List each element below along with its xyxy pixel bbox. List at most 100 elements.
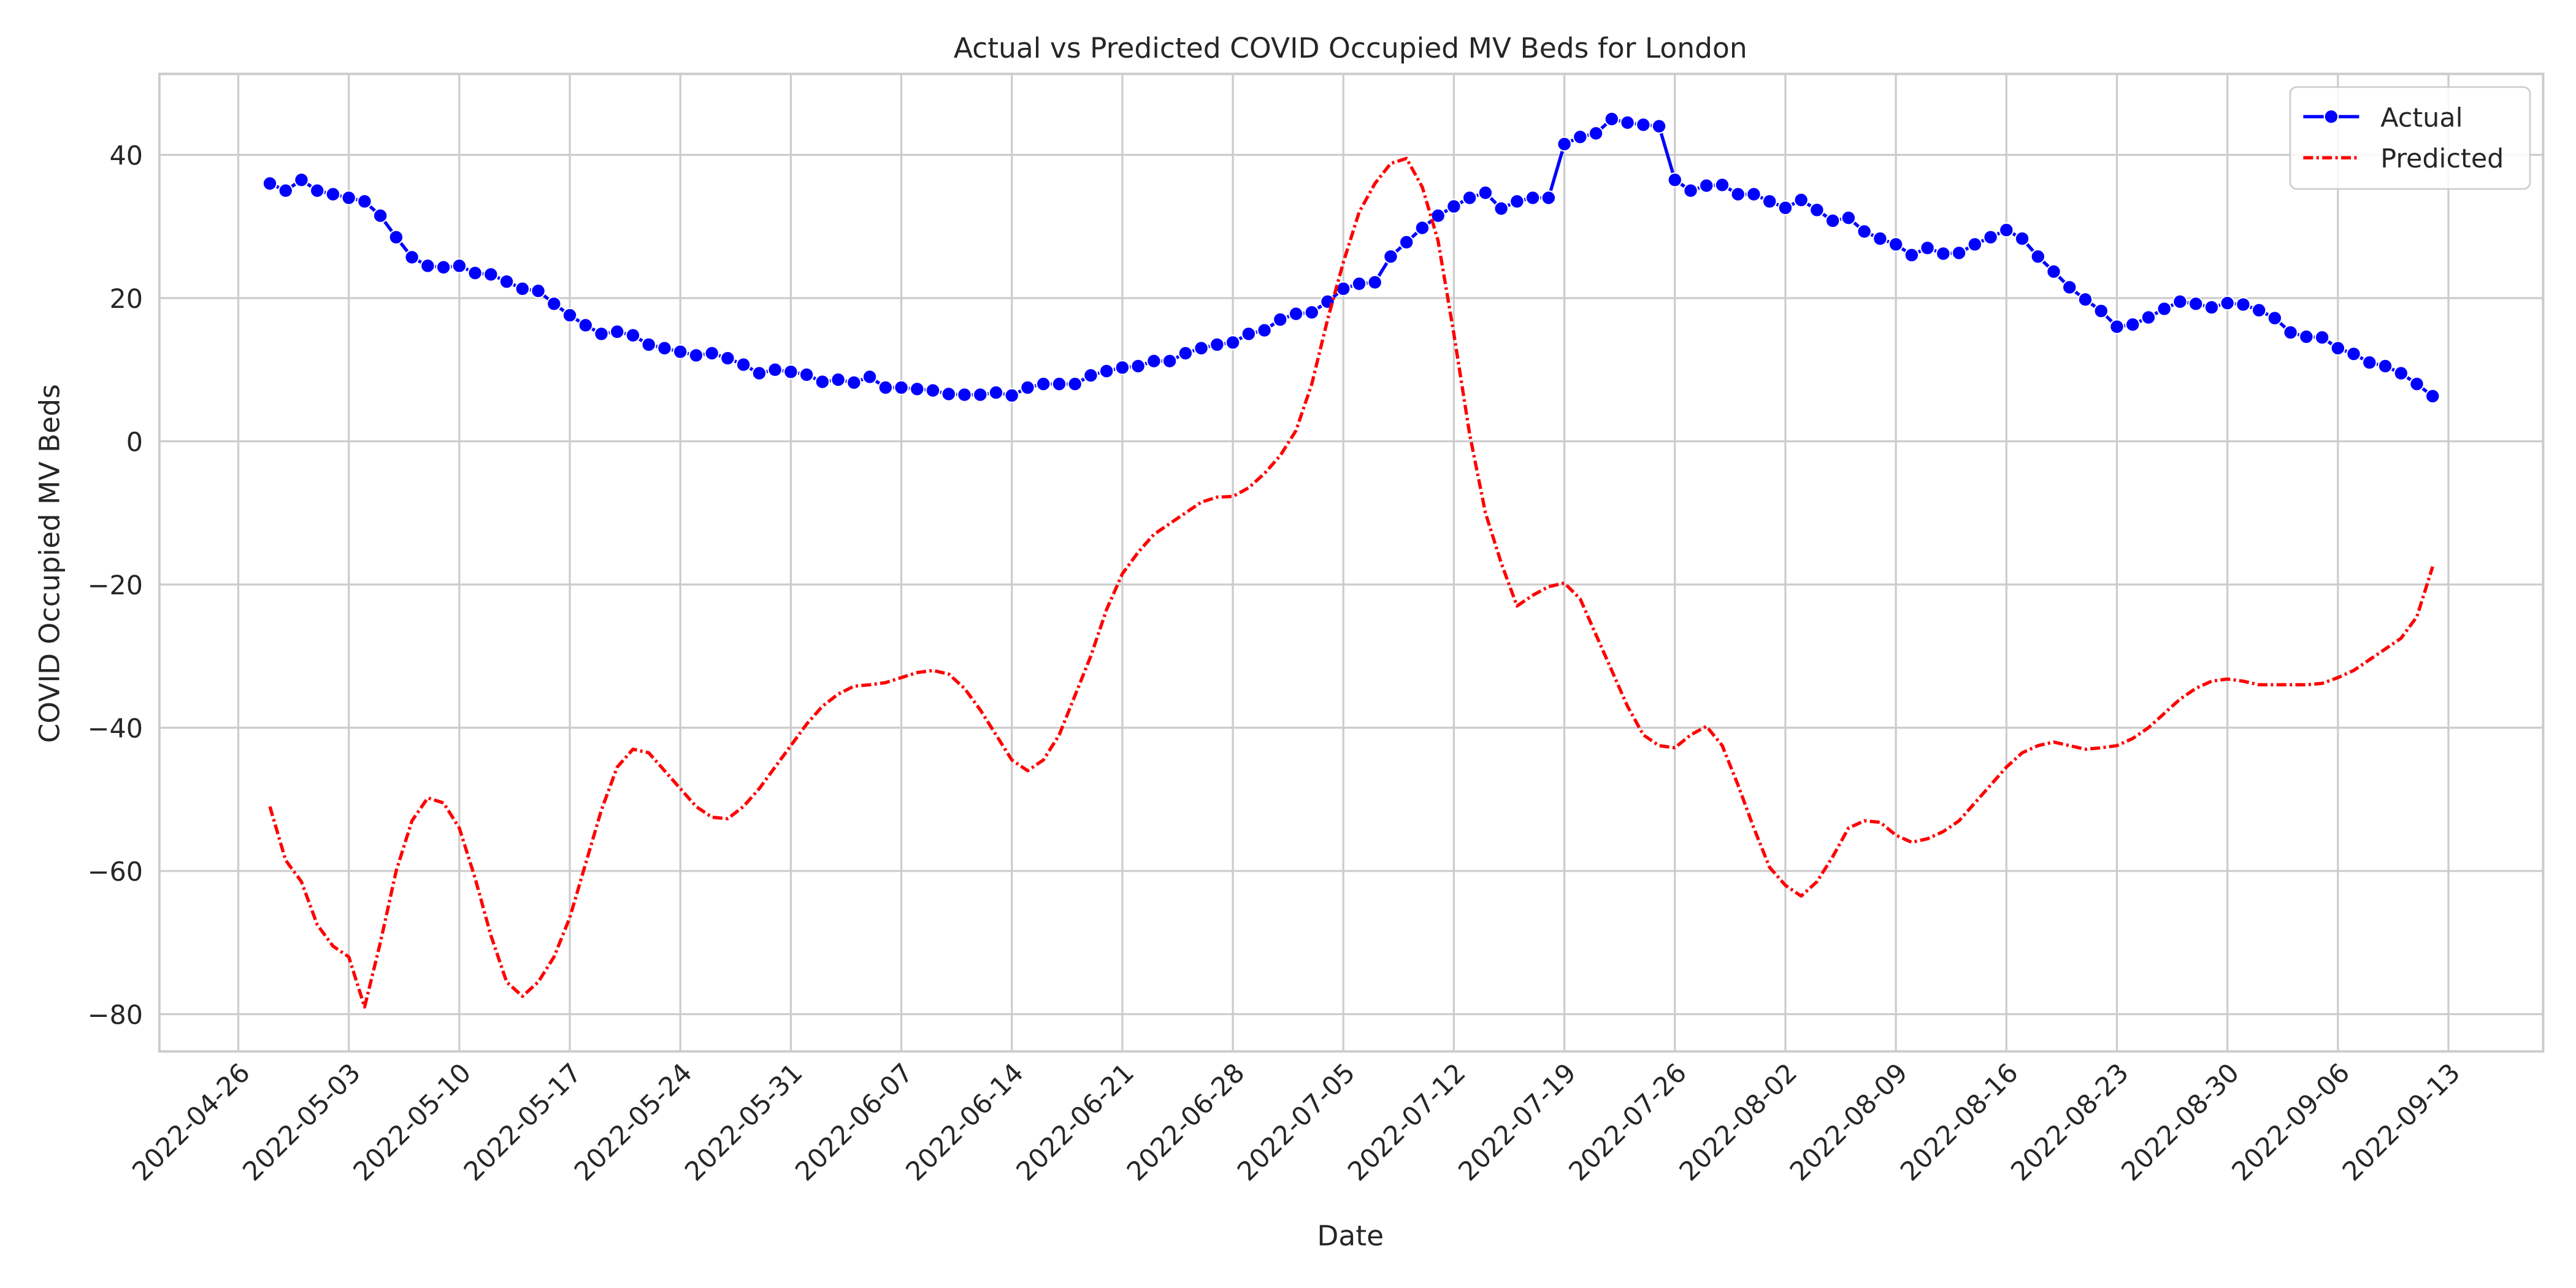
point — [1446, 199, 1462, 214]
point — [2346, 346, 2361, 362]
point — [325, 186, 341, 202]
point — [2030, 248, 2046, 264]
point — [546, 296, 562, 312]
point — [1620, 115, 1635, 131]
point — [735, 357, 751, 372]
point — [1809, 202, 1825, 218]
point — [2061, 280, 2077, 295]
point — [909, 381, 925, 397]
y-tick-label: 0 — [126, 427, 143, 458]
point — [1604, 111, 1620, 127]
point — [767, 362, 783, 378]
y-tick-label: −80 — [88, 1000, 143, 1031]
point — [388, 229, 404, 245]
point — [688, 348, 704, 363]
point — [1683, 183, 1698, 199]
point — [846, 375, 862, 391]
point — [562, 307, 578, 323]
point — [341, 190, 357, 205]
point — [1557, 136, 1572, 152]
point — [467, 265, 483, 281]
point — [2077, 292, 2093, 307]
point — [1793, 192, 1809, 208]
point — [515, 281, 531, 297]
point — [2393, 366, 2409, 381]
point — [1020, 380, 1035, 396]
point — [2188, 296, 2204, 312]
point — [894, 380, 909, 396]
point — [1588, 126, 1604, 141]
point — [830, 372, 846, 388]
point — [815, 374, 830, 389]
point — [1936, 246, 1951, 261]
y-tick-label: −60 — [88, 857, 143, 887]
point — [1920, 240, 1935, 256]
point — [1130, 358, 1146, 374]
point — [1051, 376, 1067, 392]
point — [1257, 323, 1272, 338]
y-tick-label: 20 — [110, 284, 144, 315]
point — [1098, 363, 1114, 379]
point — [625, 328, 641, 343]
y-tick-label: −20 — [88, 570, 143, 601]
point — [1730, 186, 1746, 202]
point — [578, 318, 594, 333]
point — [1541, 190, 1557, 205]
point — [1067, 376, 1083, 392]
point — [2204, 299, 2220, 315]
point — [1272, 312, 1288, 328]
point — [1162, 353, 1178, 369]
legend-box — [2289, 86, 2531, 190]
point — [1573, 129, 1588, 145]
point — [720, 350, 735, 366]
point — [357, 194, 372, 209]
point — [2361, 355, 2377, 370]
point — [1035, 376, 1051, 392]
point — [1288, 306, 1304, 321]
point — [878, 380, 894, 396]
point — [1493, 201, 1509, 217]
point — [1888, 237, 1904, 252]
legend-marker — [2323, 109, 2339, 125]
point — [2251, 302, 2267, 318]
point — [294, 172, 309, 188]
point — [1462, 190, 1478, 205]
y-tick-label: 40 — [110, 141, 144, 172]
point — [783, 364, 799, 380]
point — [957, 387, 972, 402]
legend-label: Actual — [2380, 102, 2463, 133]
point — [1983, 229, 1998, 245]
point — [2299, 329, 2314, 345]
point — [309, 183, 325, 199]
point — [1873, 231, 1888, 247]
point — [1083, 367, 1098, 383]
point — [2156, 301, 2172, 316]
point — [1351, 276, 1367, 291]
point — [1114, 359, 1130, 375]
legend-label: Predicted — [2380, 144, 2504, 174]
point — [1004, 388, 1020, 404]
point — [657, 340, 672, 356]
point — [1667, 172, 1683, 188]
point — [1241, 326, 1257, 342]
point — [1746, 186, 1761, 202]
point — [594, 326, 609, 342]
point — [435, 259, 451, 275]
point — [1194, 340, 1209, 356]
point — [1761, 194, 1777, 209]
point — [1951, 245, 1967, 261]
point — [1178, 345, 1194, 361]
plot-frame — [158, 72, 2545, 1053]
point — [2172, 294, 2188, 310]
point — [531, 283, 546, 299]
point — [483, 267, 499, 282]
x-axis-label: Date — [1317, 1219, 1384, 1252]
point — [404, 250, 420, 265]
y-axis-label: COVID Occupied MV Beds — [33, 384, 66, 743]
point — [972, 387, 988, 402]
point — [1857, 224, 1872, 239]
point — [2377, 358, 2393, 374]
point — [704, 345, 720, 361]
